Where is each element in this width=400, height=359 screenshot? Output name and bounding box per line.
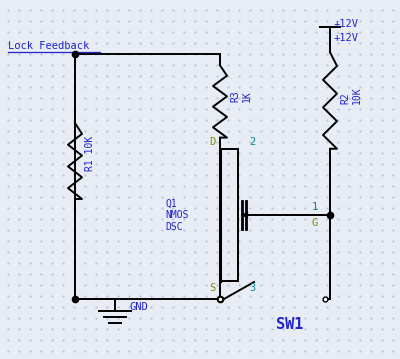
Text: 1: 1: [312, 202, 318, 212]
Text: R1 10K: R1 10K: [85, 135, 95, 171]
Text: 2: 2: [249, 137, 255, 147]
Text: +12V: +12V: [334, 19, 359, 29]
Text: R2
10K: R2 10K: [340, 87, 362, 104]
Text: S: S: [209, 283, 215, 293]
Text: Q1
NMOS
DSC: Q1 NMOS DSC: [165, 199, 188, 232]
Text: Lock Feedback: Lock Feedback: [8, 41, 89, 51]
Text: 3: 3: [249, 283, 255, 293]
Text: SW1: SW1: [276, 317, 304, 332]
Text: G: G: [312, 218, 318, 228]
Text: GND: GND: [129, 302, 148, 312]
Text: +12V: +12V: [334, 33, 359, 43]
Text: R3
1K: R3 1K: [230, 90, 252, 102]
Text: D: D: [209, 137, 215, 147]
